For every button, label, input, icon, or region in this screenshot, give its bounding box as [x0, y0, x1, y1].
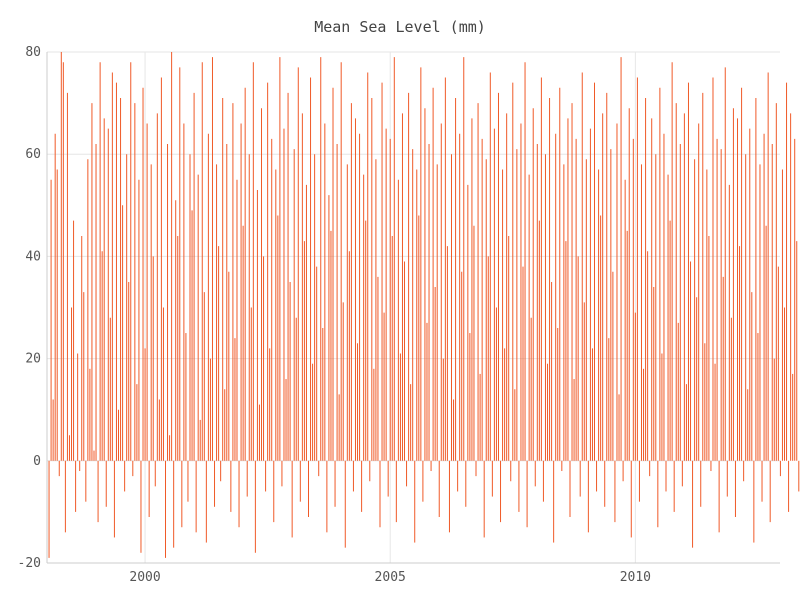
y-tick-label: 60 [25, 147, 41, 162]
x-tick-label: 2010 [620, 570, 651, 585]
y-tick-label: 80 [25, 45, 41, 60]
axes: -20 0 20 40 60 80 2000 2005 2010 [18, 45, 780, 585]
x-tick-label: 2000 [129, 570, 160, 585]
y-tick-label: -20 [18, 556, 41, 571]
y-tick-label: 20 [25, 352, 41, 367]
chart-title: Mean Sea Level (mm) [314, 18, 486, 36]
bars [46, 52, 800, 558]
y-tick-label: 0 [33, 454, 41, 469]
x-tick-label: 2005 [375, 570, 406, 585]
y-tick-label: 40 [25, 249, 41, 264]
